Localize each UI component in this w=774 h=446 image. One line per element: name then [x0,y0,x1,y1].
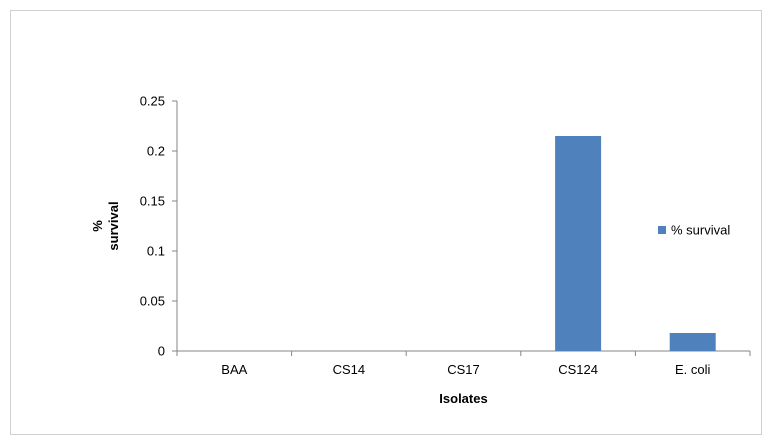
legend-swatch [658,226,666,234]
legend-label: % survival [671,223,730,238]
x-axis-title: Isolates [439,391,487,406]
x-tick-label: E. coli [675,362,711,377]
y-axis-title-line-2: survival [106,201,121,250]
y-tick-label: 0 [158,344,165,359]
chart-frame [10,10,762,435]
y-tick-label: 0.25 [140,94,165,109]
x-tick-label: CS14 [333,362,366,377]
y-tick-label: 0.05 [140,294,165,309]
y-tick-label: 0.15 [140,194,165,209]
y-tick-group: 0 0.05 0.1 0.15 0.2 0.25 [140,94,177,359]
y-tick-label: 0.2 [147,144,165,159]
x-tick-label: CS17 [447,362,480,377]
bar [555,136,602,351]
legend: % survival [658,223,730,238]
x-tick-group: BAA CS14 CS17 CS124 E. coli [176,351,751,377]
bar [669,333,716,351]
x-tick-label: CS124 [558,362,598,377]
x-tick-label: BAA [221,362,247,377]
bar-group [555,136,716,351]
y-axis-title-line-1: % [90,220,105,232]
y-tick-label: 0.1 [147,244,165,259]
